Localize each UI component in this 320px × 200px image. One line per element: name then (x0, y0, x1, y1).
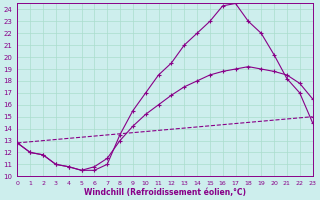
X-axis label: Windchill (Refroidissement éolien,°C): Windchill (Refroidissement éolien,°C) (84, 188, 246, 197)
